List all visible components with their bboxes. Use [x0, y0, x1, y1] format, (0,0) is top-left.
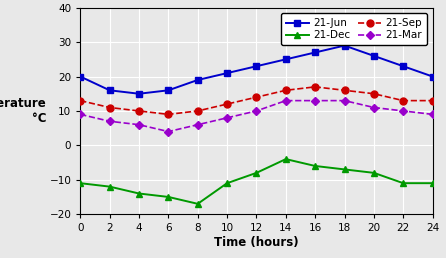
21-Dec: [136, 192, 142, 195]
21-Sep: [107, 106, 112, 109]
21-Mar: [107, 120, 112, 123]
21-Dec: [224, 182, 230, 185]
21-Dec: [195, 202, 200, 205]
21-Jun: [371, 54, 376, 58]
21-Jun: [107, 89, 112, 92]
21-Mar: [254, 109, 259, 112]
21-Jun: [430, 75, 435, 78]
21-Dec: [430, 182, 435, 185]
21-Dec: [107, 185, 112, 188]
Legend: 21-Jun, 21-Dec, 21-Sep, 21-Mar: 21-Jun, 21-Dec, 21-Sep, 21-Mar: [281, 13, 427, 45]
21-Sep: [430, 99, 435, 102]
21-Sep: [313, 85, 318, 88]
21-Sep: [78, 99, 83, 102]
X-axis label: Time (hours): Time (hours): [214, 236, 299, 249]
21-Sep: [401, 99, 406, 102]
21-Dec: [342, 168, 347, 171]
21-Dec: [371, 171, 376, 174]
21-Jun: [195, 78, 200, 82]
21-Mar: [313, 99, 318, 102]
21-Jun: [166, 89, 171, 92]
21-Sep: [371, 92, 376, 95]
21-Mar: [195, 123, 200, 126]
21-Mar: [78, 113, 83, 116]
21-Jun: [78, 75, 83, 78]
21-Sep: [195, 109, 200, 112]
21-Mar: [224, 116, 230, 119]
21-Jun: [401, 65, 406, 68]
Y-axis label: Temperature
°C: Temperature °C: [0, 97, 46, 125]
21-Dec: [254, 171, 259, 174]
21-Mar: [166, 130, 171, 133]
21-Mar: [342, 99, 347, 102]
Line: 21-Mar: 21-Mar: [78, 98, 435, 134]
21-Sep: [224, 102, 230, 106]
21-Jun: [136, 92, 142, 95]
21-Mar: [283, 99, 289, 102]
21-Jun: [313, 51, 318, 54]
21-Dec: [166, 195, 171, 198]
21-Mar: [136, 123, 142, 126]
21-Sep: [283, 89, 289, 92]
21-Dec: [283, 158, 289, 161]
Line: 21-Jun: 21-Jun: [77, 43, 436, 97]
21-Sep: [254, 96, 259, 99]
21-Dec: [401, 182, 406, 185]
21-Dec: [313, 164, 318, 167]
21-Jun: [283, 58, 289, 61]
Line: 21-Sep: 21-Sep: [77, 83, 436, 118]
21-Sep: [136, 109, 142, 112]
Line: 21-Dec: 21-Dec: [77, 156, 436, 207]
21-Mar: [401, 109, 406, 112]
21-Jun: [224, 71, 230, 75]
21-Sep: [342, 89, 347, 92]
21-Jun: [342, 44, 347, 47]
21-Mar: [371, 106, 376, 109]
21-Dec: [78, 182, 83, 185]
21-Jun: [254, 65, 259, 68]
21-Mar: [430, 113, 435, 116]
21-Sep: [166, 113, 171, 116]
